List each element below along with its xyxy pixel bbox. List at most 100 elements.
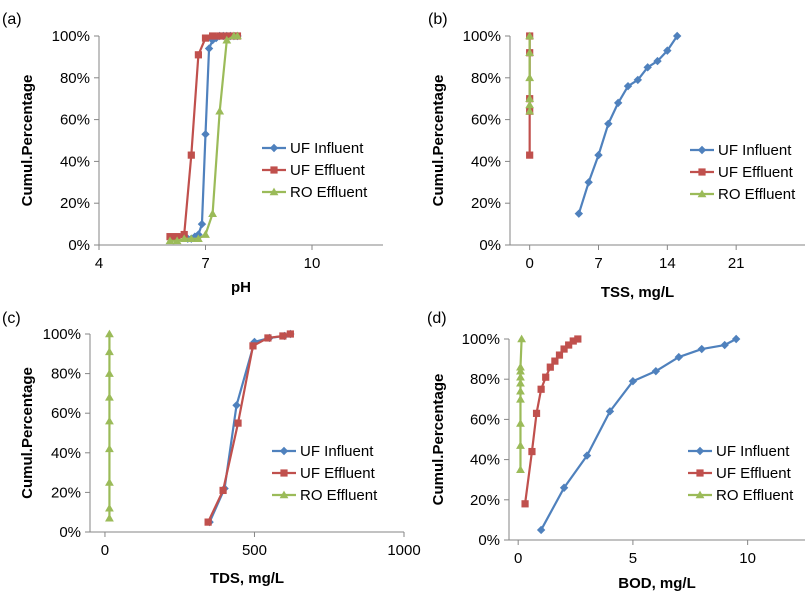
data-point [594,150,603,160]
data-point [555,351,564,359]
data-point [546,363,554,371]
chart-panel: (d) 0% 20% 40% 60% 80% 100% 0 5 10 BOD, mg/L Cumul.… [427,310,805,592]
data-point [216,32,224,40]
y-tick-label: 40% [471,153,501,170]
data-point [234,419,242,427]
x-axis-label: TSS, mg/L [601,284,674,301]
data-point [517,334,527,343]
data-point [516,378,525,387]
y-tick-label: 0% [59,524,81,541]
data-point [574,209,584,218]
chart-panel: (c) 0% 20% 40% 60% 80% 100% 0 500 1000 TDS, mg/L Cu… [2,310,421,587]
y-tick-label: 100% [463,28,501,45]
y-tick-label: 20% [51,484,81,501]
y-axis-label: Cumul.Percentage [430,374,447,506]
data-point [623,81,633,91]
legend-marker [698,168,706,176]
data-point [542,373,550,381]
data-point [528,447,536,456]
data-point [105,478,114,486]
y-tick-label: 80% [60,70,90,87]
data-point [613,98,623,108]
y-tick-label: 60% [51,405,81,422]
legend-marker [279,446,289,456]
x-tick-label: 10 [304,255,321,272]
x-axis-label: pH [231,279,251,296]
legend-marker [270,166,278,174]
data-point [201,130,210,139]
y-tick-label: 80% [471,70,501,87]
series [165,31,242,245]
legend-label: UF Influent [718,142,792,159]
data-point [249,342,257,350]
data-point [537,385,545,393]
x-tick-label: 0 [514,550,522,567]
data-point [633,75,643,85]
y-axis-label: Cumul.Percentage [430,75,447,207]
data-point [186,234,196,243]
panel-label: (d) [427,310,447,327]
x-tick-label: 1000 [387,542,420,559]
x-tick-label: 0 [101,542,109,559]
data-point [559,483,569,492]
data-point [525,31,535,40]
data-point [516,419,525,427]
data-point [105,503,114,512]
data-point [165,236,175,245]
data-point [574,335,582,343]
data-point [179,234,189,243]
y-tick-label: 40% [51,445,81,462]
data-point [105,416,114,425]
data-point [172,236,182,245]
data-point [222,35,232,44]
legend-marker [280,469,288,477]
series [516,334,527,473]
data-point [731,334,741,344]
data-point [584,178,593,187]
panel-label: (a) [2,11,22,28]
x-tick-label: 7 [594,255,602,272]
data-point [105,369,114,377]
y-tick-label: 60% [60,112,90,129]
data-point [532,409,541,417]
y-tick-label: 80% [51,366,81,383]
data-point [560,345,568,353]
data-point [105,392,114,401]
data-point [516,441,525,449]
x-tick-label: 7 [201,255,209,272]
legend-marker [697,145,707,155]
data-point [201,230,210,238]
data-point [105,444,114,453]
chart-panel: (a) 0% 20% 40% 60% 80% 100% 4 7 10 pH Cumul.Percent… [2,11,383,296]
y-tick-label: 100% [52,28,90,45]
y-tick-label: 20% [471,195,501,212]
legend-label: RO Effluent [300,487,378,504]
y-tick-label: 80% [470,371,500,388]
data-point [651,366,661,376]
series-line [170,34,238,242]
series [105,329,114,522]
x-tick-label: 5 [629,550,637,567]
legend-label: UF Influent [300,443,374,460]
legend-label: UF Influent [290,140,364,157]
legend-label: RO Effluent [718,186,796,203]
series [536,334,741,535]
panel-label: (b) [428,11,448,28]
data-point [286,330,294,338]
series [525,31,535,115]
x-tick-label: 14 [659,255,676,272]
x-tick-label: 4 [95,255,103,272]
legend-marker [269,187,279,196]
data-point [232,401,241,410]
data-point [105,513,114,522]
data-point [516,465,525,473]
y-tick-label: 0% [479,237,501,254]
legend-marker [697,189,707,198]
series [574,31,682,218]
y-tick-label: 100% [462,331,500,348]
legend-label: RO Effluent [290,184,368,201]
series [204,330,294,526]
data-point [720,340,729,350]
data-point [525,94,535,102]
data-point [672,31,682,41]
